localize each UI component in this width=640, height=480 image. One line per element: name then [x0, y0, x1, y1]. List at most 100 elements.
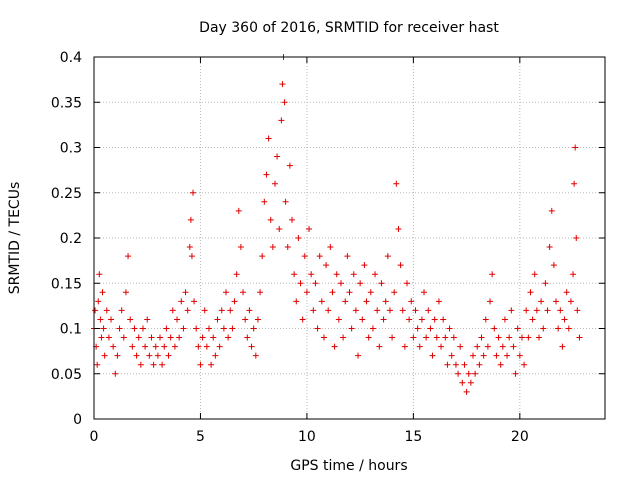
data-point	[340, 334, 347, 341]
data-point	[403, 280, 410, 287]
data-point	[327, 244, 334, 251]
data-point	[446, 325, 453, 332]
data-point	[129, 343, 136, 350]
data-point	[148, 334, 155, 341]
data-point	[573, 235, 580, 241]
data-point	[99, 289, 106, 296]
data-point	[116, 325, 123, 332]
data-point	[421, 289, 428, 296]
data-point	[174, 316, 181, 323]
data-point	[361, 262, 368, 269]
data-point	[389, 334, 396, 341]
data-point	[538, 298, 545, 305]
data-point	[293, 298, 300, 305]
data-point	[535, 334, 542, 341]
data-point	[271, 180, 278, 187]
data-point	[540, 325, 547, 332]
data-point	[357, 280, 364, 287]
data-point	[248, 343, 255, 350]
y-tick-label: 0.2	[60, 231, 82, 247]
data-point	[384, 253, 391, 260]
data-point	[139, 325, 146, 332]
data-point	[548, 207, 555, 214]
data-point	[186, 244, 193, 251]
data-point	[329, 289, 336, 296]
data-point	[372, 271, 379, 278]
data-point	[279, 81, 286, 88]
data-point	[457, 343, 464, 350]
data-point	[167, 334, 174, 341]
data-point	[350, 271, 357, 278]
data-point	[550, 262, 557, 269]
y-axis-label: SRMTID / TECUs	[7, 182, 23, 295]
data-point	[281, 99, 288, 106]
data-point	[214, 316, 221, 323]
data-point	[365, 334, 372, 341]
data-point	[478, 334, 485, 341]
data-point	[378, 280, 385, 287]
data-point	[561, 316, 568, 323]
data-point	[146, 352, 153, 359]
data-point	[276, 225, 283, 232]
data-point	[521, 361, 528, 368]
x-tick-label: 0	[90, 429, 99, 445]
data-point	[114, 352, 121, 359]
data-point	[223, 289, 230, 296]
data-point	[203, 343, 210, 350]
data-point	[180, 325, 187, 332]
data-point	[250, 325, 257, 332]
data-point	[112, 370, 119, 377]
data-point	[120, 334, 127, 341]
data-point	[199, 334, 206, 341]
data-point	[450, 334, 457, 341]
data-point	[289, 216, 296, 223]
data-points	[91, 54, 583, 395]
data-point	[244, 334, 251, 341]
data-point	[563, 289, 570, 296]
data-point	[395, 225, 402, 232]
data-point	[386, 307, 393, 314]
data-point	[452, 361, 459, 368]
data-point	[318, 298, 325, 305]
data-point	[229, 325, 236, 332]
data-point	[118, 307, 125, 314]
data-point	[410, 334, 417, 341]
data-point	[553, 298, 560, 305]
data-point	[542, 280, 549, 287]
data-point	[92, 307, 99, 314]
data-point	[144, 316, 151, 323]
data-point	[333, 271, 340, 278]
data-point	[263, 171, 270, 178]
data-point	[355, 352, 362, 359]
data-point	[344, 253, 351, 260]
data-point	[518, 334, 525, 341]
data-point	[163, 325, 170, 332]
data-point	[96, 271, 103, 278]
x-tick-label: 15	[404, 429, 422, 445]
data-point	[555, 325, 562, 332]
data-point	[433, 334, 440, 341]
x-tick-label: 5	[196, 429, 205, 445]
data-point	[367, 289, 374, 296]
data-point	[369, 325, 376, 332]
data-point	[380, 316, 387, 323]
data-point	[301, 253, 308, 260]
data-point	[254, 316, 261, 323]
data-point	[487, 298, 494, 305]
data-point	[544, 307, 551, 314]
data-point	[397, 262, 404, 269]
data-point	[391, 289, 398, 296]
data-point	[152, 343, 159, 350]
data-point	[480, 352, 487, 359]
data-point	[533, 307, 540, 314]
data-point	[527, 289, 534, 296]
data-point	[382, 298, 389, 305]
data-point	[108, 316, 115, 323]
data-point	[491, 325, 498, 332]
data-point	[414, 325, 421, 332]
data-point	[499, 343, 506, 350]
data-point	[504, 352, 511, 359]
data-point	[101, 352, 108, 359]
data-point	[412, 307, 419, 314]
data-point	[335, 316, 342, 323]
